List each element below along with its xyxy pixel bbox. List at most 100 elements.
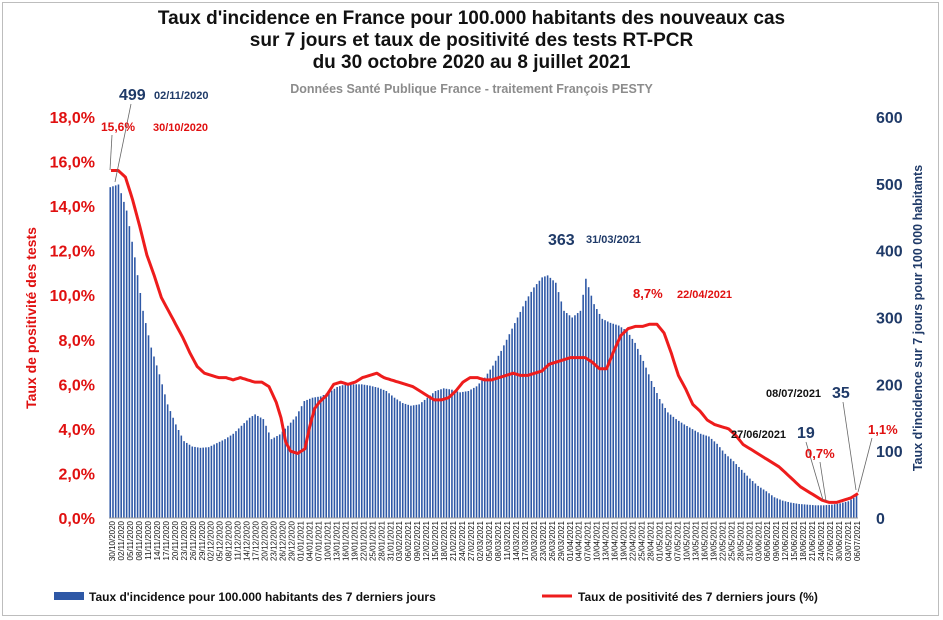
incidence-bar	[224, 439, 226, 518]
incidence-bar	[582, 294, 584, 518]
x-axis-tick-label: 22/04/2021	[629, 520, 638, 561]
x-axis-tick-label: 14/11/2020	[153, 520, 162, 560]
x-axis-tick-label: 05/11/2020	[126, 520, 135, 560]
incidence-bar	[814, 505, 817, 518]
incidence-bar	[166, 404, 169, 518]
incidence-bar	[366, 385, 368, 518]
incidence-bar	[593, 304, 595, 518]
incidence-bar	[568, 315, 571, 518]
incidence-bar	[128, 226, 131, 518]
pos-low-label: 0,7%	[805, 446, 835, 461]
incidence-bar	[114, 185, 117, 518]
incidence-bar	[153, 356, 155, 518]
x-axis-tick-label: 25/01/2021	[368, 520, 377, 561]
incidence-bar	[185, 442, 188, 518]
incidence-bar	[270, 439, 273, 518]
incidence-bar	[661, 403, 664, 518]
x-axis-tick-label: 20/12/2020	[261, 520, 270, 561]
incidence-bar	[262, 419, 265, 518]
incidence-bar	[281, 431, 284, 518]
incidence-bar	[295, 416, 297, 518]
x-axis-tick-label: 28/01/2021	[377, 520, 386, 561]
x-axis-tick-label: 25/05/2021	[727, 520, 736, 561]
peak2-date-label: 31/03/2021	[586, 234, 641, 246]
x-axis-tick-label: 16/01/2021	[341, 520, 350, 561]
x-axis-tick-label: 17/03/2021	[521, 520, 530, 561]
incidence-bar	[109, 187, 112, 518]
left-axis-tick-label: 14,0%	[50, 199, 95, 216]
x-axis-tick-label: 08/12/2020	[225, 520, 234, 561]
incidence-bar	[369, 385, 371, 518]
incidence-bar	[437, 390, 440, 518]
incidence-bar	[194, 446, 196, 518]
incidence-bar	[617, 325, 620, 518]
incidence-bar	[125, 210, 128, 518]
x-axis-tick-label: 10/01/2021	[323, 520, 332, 561]
x-axis-tick-label: 12/02/2021	[422, 520, 431, 561]
incidence-bar	[634, 342, 636, 518]
incidence-bar	[844, 501, 847, 518]
incidence-bar	[549, 277, 552, 518]
left-axis-tick-label: 16,0%	[50, 155, 95, 172]
axes: 0,0% 2,0% 4,0% 6,0% 8,0% 10,0% 12,0% 14,0% 16,0%…	[23, 110, 925, 561]
x-axis-tick-label: 23/11/2020	[180, 520, 189, 560]
incidence-bar	[352, 384, 355, 518]
legend-line-label: Taux de positivité des 7 derniers jours …	[578, 590, 818, 604]
x-axis-tick-label: 25/04/2021	[638, 520, 647, 561]
incidence-bar	[831, 504, 833, 518]
chart-subtitle: Données Santé Publique France - traiteme…	[290, 82, 653, 96]
incidence-bar	[120, 193, 122, 518]
legend: Taux d'incidence pour 100.000 habitants …	[54, 590, 818, 604]
legend-bar-label: Taux d'incidence pour 100.000 habitants …	[89, 590, 436, 604]
incidence-bar	[699, 433, 702, 518]
incidence-bar	[694, 430, 697, 518]
incidence-bar	[150, 347, 153, 518]
incidence-bar	[505, 339, 508, 518]
incidence-bar	[481, 380, 483, 518]
incidence-bar	[298, 411, 300, 518]
right-axis-tick-label: 100	[876, 444, 903, 461]
x-axis-tick-label: 05/12/2020	[216, 520, 225, 561]
incidence-bar	[421, 402, 423, 518]
incidence-bar	[229, 435, 232, 518]
x-axis-tick-label: 27/02/2021	[467, 520, 476, 561]
incidence-bar	[852, 497, 855, 518]
x-axis-tick-label: 03/02/2021	[395, 520, 404, 561]
x-axis-tick-label: 14/12/2020	[243, 520, 252, 561]
low-date-label: 27/06/2021	[731, 429, 786, 441]
right-axis-tick-label: 300	[876, 311, 903, 328]
incidence-bar	[533, 287, 535, 518]
incidence-bar	[776, 498, 779, 518]
x-axis-tick-label: 11/11/2020	[144, 520, 153, 559]
incidence-bar	[259, 417, 262, 518]
incidence-bar	[123, 201, 125, 518]
x-axis-tick-label: 06/07/2021	[853, 520, 862, 561]
x-axis-tick-label: 26/03/2021	[548, 520, 557, 561]
x-axis-tick-label: 31/05/2021	[745, 520, 754, 561]
incidence-bar	[199, 447, 202, 518]
incidence-bar	[508, 334, 511, 518]
incidence-bar	[626, 330, 628, 518]
incidence-bar	[546, 275, 549, 518]
incidence-bar	[142, 310, 144, 518]
x-axis-tick-label: 29/12/2020	[288, 520, 297, 561]
incidence-bar	[399, 401, 401, 518]
incidence-bar	[303, 401, 306, 518]
x-axis-tick-label: 20/11/2020	[171, 520, 180, 560]
incidence-bar	[306, 399, 308, 518]
incidence-bar	[319, 396, 322, 518]
incidence-bar	[511, 328, 513, 518]
incidence-bar	[494, 360, 497, 518]
incidence-bar	[503, 345, 505, 518]
incidence-bar	[801, 504, 803, 518]
incidence-bar	[410, 405, 412, 518]
incidence-bar	[191, 446, 194, 518]
incidence-bar	[680, 422, 683, 518]
chart-title-line-2: sur 7 jours et taux de positivité des te…	[249, 30, 694, 51]
incidence-bar	[144, 323, 147, 518]
incidence-bar	[235, 431, 237, 518]
right-axis-title: Taux d'incidence sur 7 jours pour 100 00…	[911, 165, 925, 471]
incidence-bar	[787, 501, 789, 518]
x-axis-tick-label: 19/05/2021	[709, 520, 718, 561]
left-axis-tick-label: 18,0%	[50, 110, 95, 127]
